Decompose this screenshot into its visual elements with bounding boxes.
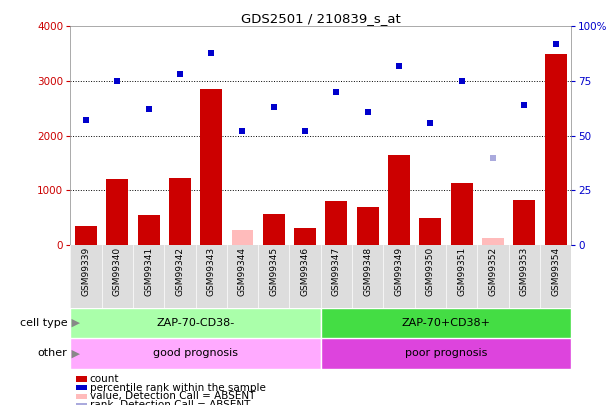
Point — [488, 154, 498, 161]
Text: GSM99349: GSM99349 — [395, 247, 403, 296]
Bar — [482, 238, 504, 245]
Point — [175, 71, 185, 78]
Text: GSM99351: GSM99351 — [457, 247, 466, 296]
Text: ZAP-70+CD38+: ZAP-70+CD38+ — [401, 318, 491, 328]
Text: GSM99353: GSM99353 — [520, 247, 529, 296]
Text: cell type: cell type — [20, 318, 67, 328]
Point — [144, 106, 153, 113]
Text: GSM99341: GSM99341 — [144, 247, 153, 296]
Text: GSM99346: GSM99346 — [301, 247, 310, 296]
Point — [332, 89, 342, 95]
Bar — [106, 179, 128, 245]
Text: GSM99347: GSM99347 — [332, 247, 341, 296]
Text: GSM99345: GSM99345 — [269, 247, 278, 296]
Bar — [513, 200, 535, 245]
Bar — [321, 308, 571, 338]
Point — [238, 128, 247, 134]
Text: count: count — [90, 374, 119, 384]
Point — [300, 128, 310, 134]
Point — [551, 40, 560, 47]
Point — [425, 119, 435, 126]
Bar — [232, 230, 254, 245]
Bar — [200, 89, 222, 245]
Text: value, Detection Call = ABSENT: value, Detection Call = ABSENT — [90, 392, 255, 401]
Point — [519, 102, 529, 108]
Text: GSM99340: GSM99340 — [113, 247, 122, 296]
Text: good prognosis: good prognosis — [153, 348, 238, 358]
Bar — [137, 215, 159, 245]
Text: GSM99352: GSM99352 — [489, 247, 497, 296]
Bar — [75, 226, 97, 245]
Bar — [419, 218, 441, 245]
Bar — [169, 178, 191, 245]
Bar — [451, 183, 473, 245]
Point — [207, 49, 216, 56]
Bar — [263, 214, 285, 245]
Bar — [70, 338, 321, 369]
Bar — [544, 53, 566, 245]
Bar — [388, 155, 410, 245]
Text: GSM99342: GSM99342 — [175, 247, 185, 296]
Text: poor prognosis: poor prognosis — [405, 348, 487, 358]
Text: GSM99350: GSM99350 — [426, 247, 435, 296]
Point — [269, 104, 279, 111]
Bar — [294, 228, 316, 245]
Bar — [321, 338, 571, 369]
Bar — [326, 201, 348, 245]
Point — [112, 78, 122, 84]
Text: other: other — [37, 348, 67, 358]
Text: GSM99354: GSM99354 — [551, 247, 560, 296]
Bar — [357, 207, 379, 245]
Text: GSM99339: GSM99339 — [81, 247, 90, 296]
Title: GDS2501 / 210839_s_at: GDS2501 / 210839_s_at — [241, 12, 401, 25]
Point — [81, 117, 91, 124]
Text: GSM99343: GSM99343 — [207, 247, 216, 296]
Text: GSM99348: GSM99348 — [364, 247, 372, 296]
Point — [394, 62, 404, 69]
Text: percentile rank within the sample: percentile rank within the sample — [90, 383, 266, 392]
Text: GSM99344: GSM99344 — [238, 247, 247, 296]
Bar — [70, 308, 321, 338]
Point — [457, 78, 467, 84]
Text: rank, Detection Call = ABSENT: rank, Detection Call = ABSENT — [90, 401, 250, 405]
Text: ZAP-70-CD38-: ZAP-70-CD38- — [156, 318, 235, 328]
Text: ▶: ▶ — [68, 318, 80, 328]
Text: ▶: ▶ — [68, 348, 80, 358]
Point — [363, 109, 373, 115]
